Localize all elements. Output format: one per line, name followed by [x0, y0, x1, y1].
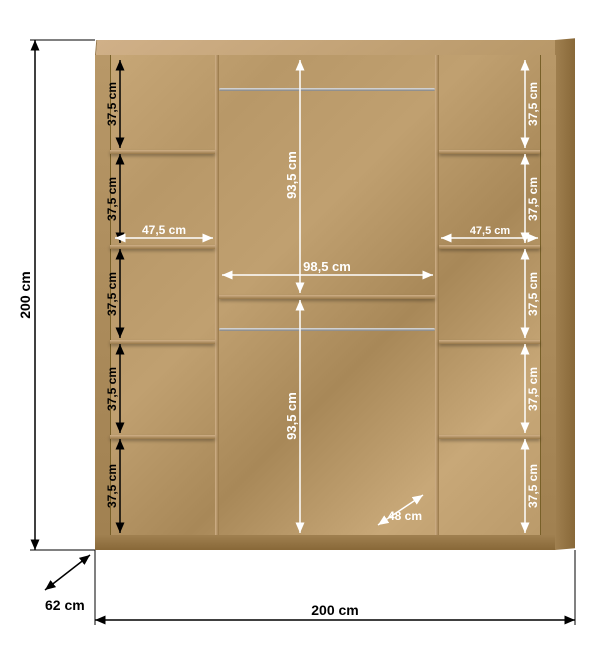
upper-hanging-rod [219, 88, 435, 91]
total-depth-label: 62 cm [45, 597, 85, 613]
wardrobe-top-panel [95, 40, 557, 55]
left-shelf [110, 150, 215, 154]
total-height-label: 200 cm [20, 271, 33, 318]
wardrobe-left-frame [95, 55, 111, 550]
right-shelf [439, 340, 540, 344]
wardrobe-dimension-diagram: 200 cm 200 cm 62 cm 37,5 cm 37,5 cm 37,5… [20, 20, 596, 638]
center-shelf [219, 295, 435, 299]
left-shelf [110, 435, 215, 439]
wardrobe-interior [95, 55, 555, 550]
right-shelf [439, 245, 540, 249]
left-shelf [110, 340, 215, 344]
right-shelf [439, 150, 540, 154]
right-shelf [439, 435, 540, 439]
wardrobe-base [95, 535, 555, 550]
right-divider [435, 55, 439, 535]
left-shelf [110, 245, 215, 249]
wardrobe-right-side-panel [555, 38, 575, 550]
lower-hanging-rod [219, 328, 435, 331]
total-width-label: 200 cm [311, 602, 358, 618]
wardrobe-right-frame [540, 55, 556, 550]
